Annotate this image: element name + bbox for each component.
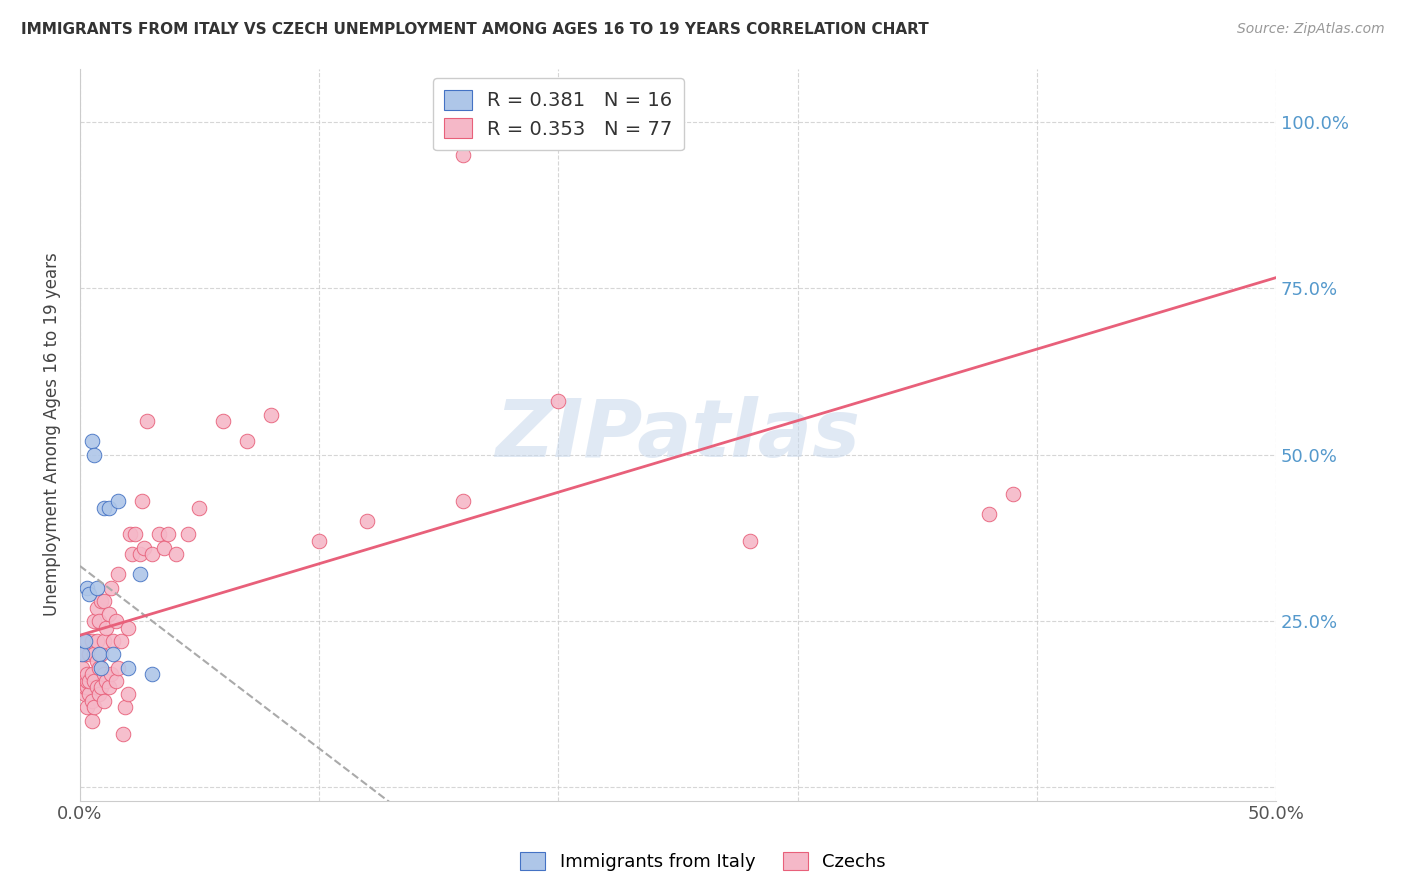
Point xyxy=(260,408,283,422)
Point xyxy=(93,667,115,681)
Point xyxy=(83,448,105,462)
Point xyxy=(120,527,142,541)
Point xyxy=(141,667,163,681)
Point xyxy=(451,494,474,508)
Text: IMMIGRANTS FROM ITALY VS CZECH UNEMPLOYMENT AMONG AGES 16 TO 19 YEARS CORRELATIO: IMMIGRANTS FROM ITALY VS CZECH UNEMPLOYM… xyxy=(21,22,929,37)
Point xyxy=(93,694,115,708)
Point xyxy=(157,527,180,541)
Point xyxy=(86,581,108,595)
Point xyxy=(134,541,156,555)
Point xyxy=(104,614,127,628)
Point xyxy=(148,527,170,541)
Point xyxy=(79,587,101,601)
Point xyxy=(135,414,157,428)
Point xyxy=(76,581,98,595)
Point xyxy=(79,687,101,701)
Point xyxy=(73,681,96,695)
Point xyxy=(76,681,98,695)
Point xyxy=(152,541,174,555)
Point xyxy=(117,660,139,674)
Point xyxy=(72,681,94,695)
Point xyxy=(212,414,235,428)
Point xyxy=(107,660,129,674)
Point xyxy=(93,594,115,608)
Point xyxy=(738,534,761,549)
Text: Source: ZipAtlas.com: Source: ZipAtlas.com xyxy=(1237,22,1385,37)
Point xyxy=(90,660,112,674)
Point xyxy=(110,633,132,648)
Point xyxy=(83,614,105,628)
Point xyxy=(176,527,198,541)
Point xyxy=(100,581,122,595)
Point xyxy=(128,567,150,582)
Point xyxy=(86,600,108,615)
Point xyxy=(79,673,101,688)
Point xyxy=(104,673,127,688)
Point xyxy=(97,607,120,622)
Point xyxy=(90,681,112,695)
Point xyxy=(107,494,129,508)
Point xyxy=(547,394,569,409)
Point xyxy=(76,667,98,681)
Point xyxy=(87,660,110,674)
Point xyxy=(188,500,211,515)
Point xyxy=(107,567,129,582)
Text: ZIPatlas: ZIPatlas xyxy=(495,395,860,474)
Point xyxy=(96,673,118,688)
Point xyxy=(114,700,136,714)
Point xyxy=(96,621,118,635)
Point xyxy=(131,494,153,508)
Point xyxy=(90,594,112,608)
Point xyxy=(76,673,98,688)
Point xyxy=(86,681,108,695)
Point xyxy=(72,673,94,688)
Point xyxy=(87,614,110,628)
Point xyxy=(87,647,110,661)
Point xyxy=(79,647,101,661)
Point xyxy=(111,727,134,741)
Point xyxy=(1001,487,1024,501)
Point xyxy=(93,500,115,515)
Point xyxy=(76,700,98,714)
Point xyxy=(103,633,125,648)
Point xyxy=(73,647,96,661)
Point xyxy=(80,714,103,728)
Point xyxy=(308,534,330,549)
Point xyxy=(103,647,125,661)
Point xyxy=(100,667,122,681)
Point xyxy=(977,508,1000,522)
Legend: R = 0.381   N = 16, R = 0.353   N = 77: R = 0.381 N = 16, R = 0.353 N = 77 xyxy=(433,78,683,151)
Point xyxy=(87,687,110,701)
Point xyxy=(93,633,115,648)
Point xyxy=(97,681,120,695)
Point xyxy=(80,633,103,648)
Point xyxy=(117,621,139,635)
Point xyxy=(80,694,103,708)
Point xyxy=(72,647,94,661)
Point xyxy=(128,547,150,561)
Point xyxy=(121,547,143,561)
Point xyxy=(90,647,112,661)
Point xyxy=(83,647,105,661)
Point xyxy=(451,148,474,162)
Point xyxy=(236,434,259,449)
Point xyxy=(83,673,105,688)
Point xyxy=(141,547,163,561)
Legend: Immigrants from Italy, Czechs: Immigrants from Italy, Czechs xyxy=(513,845,893,879)
Point xyxy=(72,660,94,674)
Point xyxy=(80,434,103,449)
Point xyxy=(76,633,98,648)
Point xyxy=(83,700,105,714)
Point xyxy=(80,667,103,681)
Y-axis label: Unemployment Among Ages 16 to 19 years: Unemployment Among Ages 16 to 19 years xyxy=(44,252,60,616)
Point xyxy=(73,633,96,648)
Point xyxy=(86,654,108,668)
Point xyxy=(73,687,96,701)
Point xyxy=(86,633,108,648)
Point xyxy=(356,514,378,528)
Point xyxy=(165,547,187,561)
Point xyxy=(97,500,120,515)
Point xyxy=(124,527,146,541)
Point xyxy=(117,687,139,701)
